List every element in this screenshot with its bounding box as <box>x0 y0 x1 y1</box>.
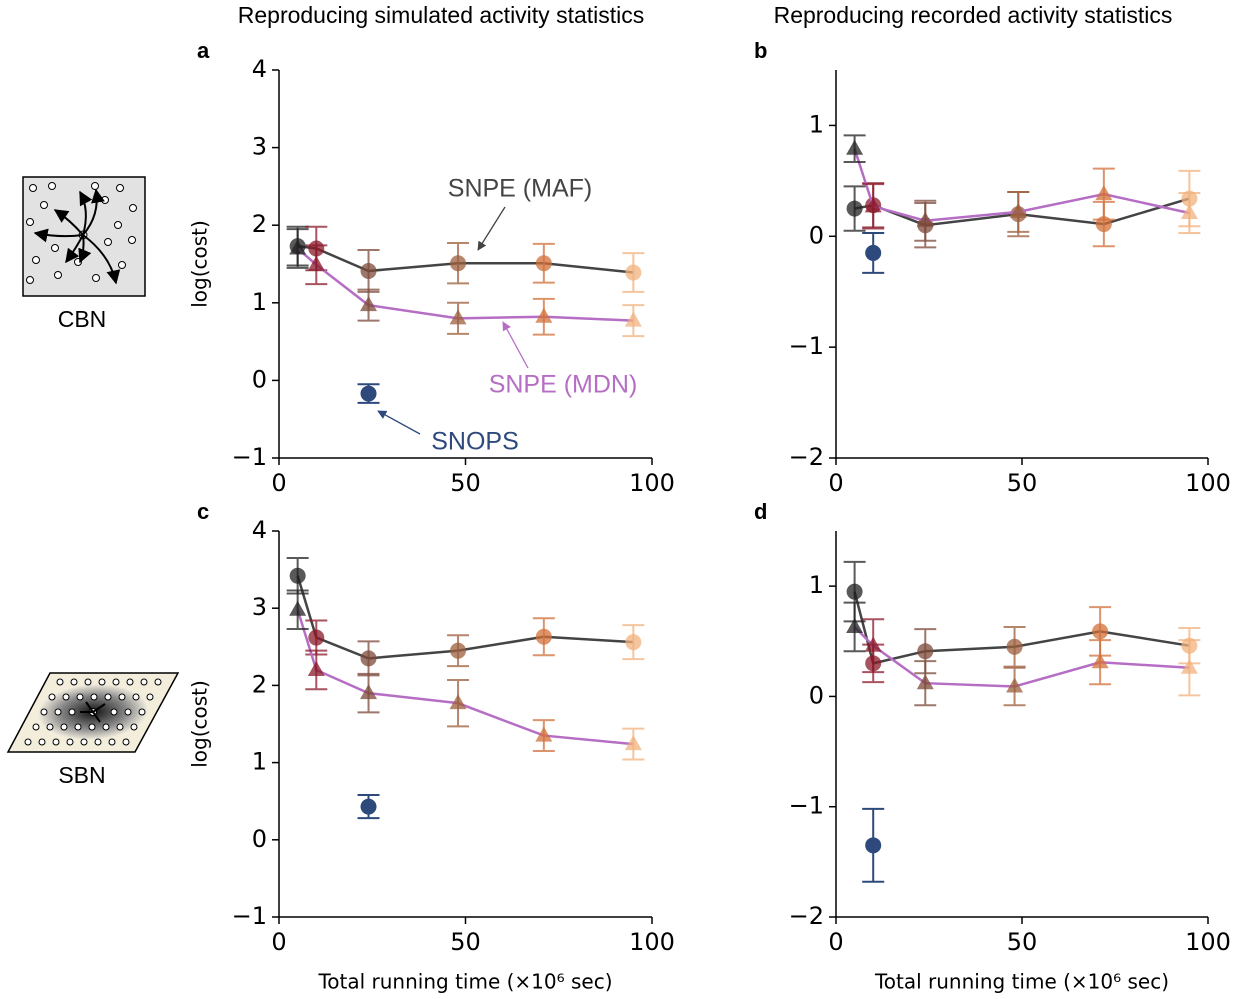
x-tick-label: 100 <box>1185 469 1231 497</box>
triangle-marker <box>864 636 882 652</box>
y-tick-label: 2 <box>252 210 267 238</box>
circle-marker <box>360 798 377 815</box>
triangle-marker <box>307 255 325 271</box>
y-axis-label: log(cost) <box>188 220 212 308</box>
y-axis-label: log(cost) <box>188 680 212 768</box>
triangle-marker <box>449 694 467 710</box>
series-line <box>297 244 634 274</box>
triangle-marker <box>449 309 467 325</box>
circle-marker <box>1092 623 1109 640</box>
series-annotation: SNOPS <box>431 428 519 456</box>
series-line <box>296 609 634 746</box>
x-tick-label: 50 <box>450 928 481 956</box>
y-tick-label: 1 <box>252 288 267 316</box>
y-tick-label: 1 <box>252 748 267 776</box>
y-tick-label: 4 <box>252 516 267 544</box>
x-tick-label: 0 <box>271 469 286 497</box>
x-tick-label: 50 <box>1007 469 1038 497</box>
y-tick-label: −1 <box>789 792 824 820</box>
y-tick-label: 0 <box>809 221 824 249</box>
panel-label: d <box>754 499 767 524</box>
circle-marker <box>360 650 377 667</box>
triangle-marker <box>624 311 642 327</box>
cbn-icon <box>22 176 146 297</box>
panel-label: b <box>754 38 767 63</box>
x-tick-label: 0 <box>828 928 843 956</box>
circle-marker <box>360 385 377 402</box>
series-line <box>296 575 634 660</box>
circle-marker <box>846 200 863 217</box>
x-tick-label: 100 <box>629 469 675 497</box>
y-tick-label: 0 <box>809 681 824 709</box>
circle-marker <box>846 583 863 600</box>
triangle-marker <box>916 674 934 690</box>
triangle-marker <box>1180 658 1198 674</box>
triangle-marker <box>1009 202 1027 218</box>
panel-label: a <box>197 38 210 63</box>
y-tick-label: 0 <box>252 825 267 853</box>
circle-marker <box>308 629 325 646</box>
triangle-marker <box>916 211 934 227</box>
y-tick-label: 3 <box>252 593 267 621</box>
y-tick-label: 3 <box>252 133 267 161</box>
x-axis-label: Total running time (×10⁶ sec) <box>874 970 1169 994</box>
x-tick-label: 50 <box>1007 928 1038 956</box>
series-annotation: SNPE (MAF) <box>448 175 592 203</box>
circle-marker <box>535 255 552 272</box>
y-tick-label: −1 <box>789 332 824 360</box>
triangle-marker <box>535 726 553 742</box>
series-line <box>296 247 634 322</box>
series-annotation: SNPE (MDN) <box>489 371 638 399</box>
triangle-marker <box>1091 653 1109 669</box>
y-tick-label: 1 <box>809 571 824 599</box>
x-tick-label: 50 <box>450 469 481 497</box>
triangle-marker <box>1180 204 1198 220</box>
triangle-marker <box>360 684 378 700</box>
circle-marker <box>625 264 642 281</box>
circle-marker <box>450 255 467 272</box>
y-tick-label: 0 <box>252 365 267 393</box>
x-tick-label: 0 <box>828 469 843 497</box>
triangle-marker <box>1006 677 1024 693</box>
circle-marker <box>535 628 552 645</box>
y-tick-label: 1 <box>809 110 824 138</box>
circle-marker <box>450 642 467 659</box>
panel-label: c <box>197 499 209 524</box>
triangle-marker <box>535 307 553 323</box>
row-label: CBN <box>58 306 107 332</box>
y-tick-label: 2 <box>252 670 267 698</box>
column-title: Reproducing simulated activity statistic… <box>238 2 645 28</box>
series-line <box>853 148 1190 223</box>
triangle-marker <box>289 239 307 255</box>
column-title: Reproducing recorded activity statistics <box>774 2 1173 28</box>
y-tick-label: −1 <box>232 443 267 471</box>
circle-marker <box>865 244 882 261</box>
x-tick-label: 100 <box>629 928 675 956</box>
circle-marker <box>865 837 882 854</box>
annotation-arrows <box>377 206 529 435</box>
triangle-marker <box>360 296 378 312</box>
row-label: SBN <box>58 762 105 788</box>
triangle-marker <box>307 660 325 676</box>
sbn-icon <box>6 672 180 753</box>
triangle-marker <box>1095 185 1113 201</box>
circle-marker <box>289 567 306 584</box>
triangle-marker <box>864 197 882 213</box>
circle-marker <box>625 634 642 651</box>
circle-marker <box>1006 638 1023 655</box>
x-tick-label: 0 <box>271 928 286 956</box>
circle-marker <box>360 262 377 279</box>
y-tick-label: −2 <box>789 902 824 930</box>
x-axis-label: Total running time (×10⁶ sec) <box>317 970 612 994</box>
triangle-marker <box>846 617 864 633</box>
x-tick-label: 100 <box>1185 928 1231 956</box>
triangle-marker <box>289 600 307 616</box>
y-tick-label: −2 <box>789 443 824 471</box>
triangle-marker <box>846 139 864 155</box>
triangle-marker <box>624 735 642 751</box>
y-tick-label: −1 <box>232 902 267 930</box>
circle-marker <box>917 643 934 660</box>
y-tick-label: 4 <box>252 55 267 83</box>
